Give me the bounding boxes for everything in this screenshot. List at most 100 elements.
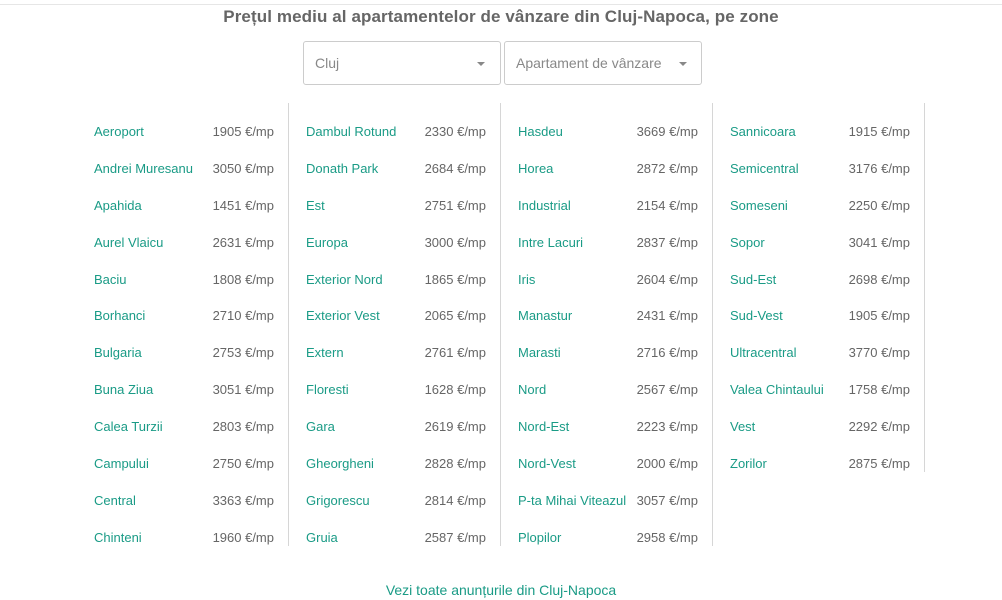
zone-price: 1865 €/mp: [424, 271, 486, 287]
zone-price: 2000 €/mp: [636, 456, 698, 472]
zone-link[interactable]: Andrei Muresanu: [94, 160, 193, 176]
zone-row: Marasti 2716 €/mp: [502, 324, 712, 361]
see-all-listings-link[interactable]: Vezi toate anunțurile din Cluj-Napoca: [385, 582, 617, 598]
zone-row: Campului 2750 €/mp: [78, 435, 288, 472]
zone-row: Central 3363 €/mp: [78, 472, 288, 509]
zone-price: 2698 €/mp: [848, 271, 910, 287]
property-type-select[interactable]: Apartament de vânzare: [504, 41, 702, 85]
zone-row: P-ta Mihai Viteazul 3057 €/mp: [502, 472, 712, 509]
zone-row: Extern 2761 €/mp: [290, 324, 500, 361]
zone-link[interactable]: Someseni: [730, 197, 788, 213]
zone-price: 1758 €/mp: [848, 382, 910, 398]
zone-row: Plopilor 2958 €/mp: [502, 509, 712, 546]
zone-price: 2716 €/mp: [636, 345, 698, 361]
zone-price: 2814 €/mp: [424, 492, 486, 508]
zone-row: Sopor 3041 €/mp: [714, 214, 924, 251]
zone-link[interactable]: Marasti: [518, 345, 561, 361]
zone-price: 2619 €/mp: [424, 419, 486, 435]
zone-row: Vest 2292 €/mp: [714, 398, 924, 435]
zone-price: 2958 €/mp: [636, 529, 698, 545]
zone-link[interactable]: Central: [94, 492, 136, 508]
zone-link[interactable]: Valea Chintaului: [730, 382, 824, 398]
zone-column: Sannicoara 1915 €/mp Semicentral 3176 €/mp S…: [714, 103, 925, 472]
zone-row: Gara 2619 €/mp: [290, 398, 500, 435]
zone-link[interactable]: Sopor: [730, 234, 765, 250]
zone-link[interactable]: Plopilor: [518, 529, 562, 545]
zone-link[interactable]: Aeroport: [94, 124, 144, 139]
zone-row: Calea Turzii 2803 €/mp: [78, 398, 288, 435]
zone-price: 1905 €/mp: [848, 308, 910, 324]
zone-row: Nord-Vest 2000 €/mp: [502, 435, 712, 472]
zone-link[interactable]: Zorilor: [730, 456, 767, 472]
zone-link[interactable]: Sud-Est: [730, 271, 777, 287]
zone-link[interactable]: Manastur: [518, 308, 573, 324]
zone-link[interactable]: Gara: [306, 419, 335, 435]
zone-link[interactable]: Borhanci: [94, 308, 146, 324]
zone-link[interactable]: Sannicoara: [730, 124, 796, 139]
zone-link[interactable]: Chinteni: [94, 529, 142, 545]
zone-link[interactable]: Donath Park: [306, 160, 379, 176]
zone-link[interactable]: Vest: [730, 419, 756, 435]
zone-price: 2604 €/mp: [636, 271, 698, 287]
zone-link[interactable]: Intre Lacuri: [518, 234, 584, 250]
zone-row: Intre Lacuri 2837 €/mp: [502, 214, 712, 251]
zone-row: Manastur 2431 €/mp: [502, 287, 712, 324]
zone-price: 2828 €/mp: [424, 456, 486, 472]
zone-link[interactable]: Iris: [518, 271, 536, 287]
zone-link[interactable]: Est: [306, 197, 325, 213]
zone-link[interactable]: Sud-Vest: [730, 308, 783, 324]
zone-link[interactable]: Nord: [518, 382, 547, 398]
zone-link[interactable]: Europa: [306, 234, 348, 250]
zone-row: Apahida 1451 €/mp: [78, 177, 288, 214]
zone-row: Buna Ziua 3051 €/mp: [78, 361, 288, 398]
zone-link[interactable]: Bulgaria: [94, 345, 142, 361]
zone-price: 3057 €/mp: [636, 492, 698, 508]
zone-link[interactable]: Exterior Vest: [306, 308, 380, 324]
zone-price: 2837 €/mp: [636, 234, 698, 250]
zone-price: 2875 €/mp: [848, 456, 910, 472]
zone-link[interactable]: Apahida: [94, 197, 142, 213]
zone-link[interactable]: Floresti: [306, 382, 349, 398]
zone-link[interactable]: Nord-Est: [518, 419, 570, 435]
zone-link[interactable]: Campului: [94, 456, 149, 472]
zone-row: Sud-Est 2698 €/mp: [714, 251, 924, 288]
zone-price: 2250 €/mp: [848, 197, 910, 213]
zone-row: Industrial 2154 €/mp: [502, 177, 712, 214]
zone-row: Hasdeu 3669 €/mp: [502, 103, 712, 140]
zone-row: Floresti 1628 €/mp: [290, 361, 500, 398]
zone-link[interactable]: Horea: [518, 160, 554, 176]
zone-column: Aeroport 1905 €/mp Andrei Muresanu 3050 €/m…: [78, 103, 289, 546]
zone-link[interactable]: Semicentral: [730, 160, 799, 176]
zone-price: 1808 €/mp: [212, 271, 274, 287]
zone-price: 3770 €/mp: [848, 345, 910, 361]
zone-link[interactable]: Extern: [306, 345, 344, 361]
zone-link[interactable]: Nord-Vest: [518, 456, 576, 472]
zone-link[interactable]: Baciu: [94, 271, 127, 287]
zone-price: 2684 €/mp: [424, 160, 486, 176]
zone-price: 2872 €/mp: [636, 160, 698, 176]
caret-down-icon: [477, 62, 485, 66]
zone-link[interactable]: Aurel Vlaicu: [94, 234, 164, 250]
zone-row: Aurel Vlaicu 2631 €/mp: [78, 214, 288, 251]
zone-link[interactable]: Calea Turzii: [94, 419, 163, 435]
zone-row: Ultracentral 3770 €/mp: [714, 324, 924, 361]
zone-link[interactable]: Industrial: [518, 197, 571, 213]
zone-price: 2330 €/mp: [424, 124, 486, 139]
zone-row: Dambul Rotund 2330 €/mp: [290, 103, 500, 140]
zone-link[interactable]: Exterior Nord: [306, 271, 383, 287]
zone-row: Bulgaria 2753 €/mp: [78, 324, 288, 361]
zone-row: Gheorgheni 2828 €/mp: [290, 435, 500, 472]
zone-price: 2223 €/mp: [636, 419, 698, 435]
zone-link[interactable]: Ultracentral: [730, 345, 797, 361]
zone-link[interactable]: Grigorescu: [306, 492, 370, 508]
zone-link[interactable]: Dambul Rotund: [306, 124, 397, 139]
zone-link[interactable]: Hasdeu: [518, 124, 563, 139]
zone-row: Someseni 2250 €/mp: [714, 177, 924, 214]
zone-link[interactable]: Gheorgheni: [306, 456, 374, 472]
zone-link[interactable]: Gruia: [306, 529, 338, 545]
zone-link[interactable]: Buna Ziua: [94, 382, 154, 398]
city-select[interactable]: Cluj: [303, 41, 501, 85]
zone-link[interactable]: P-ta Mihai Viteazul: [518, 492, 627, 508]
zone-row: Sud-Vest 1905 €/mp: [714, 287, 924, 324]
zone-column: Hasdeu 3669 €/mp Horea 2872 €/mp Industrial 2…: [502, 103, 713, 546]
